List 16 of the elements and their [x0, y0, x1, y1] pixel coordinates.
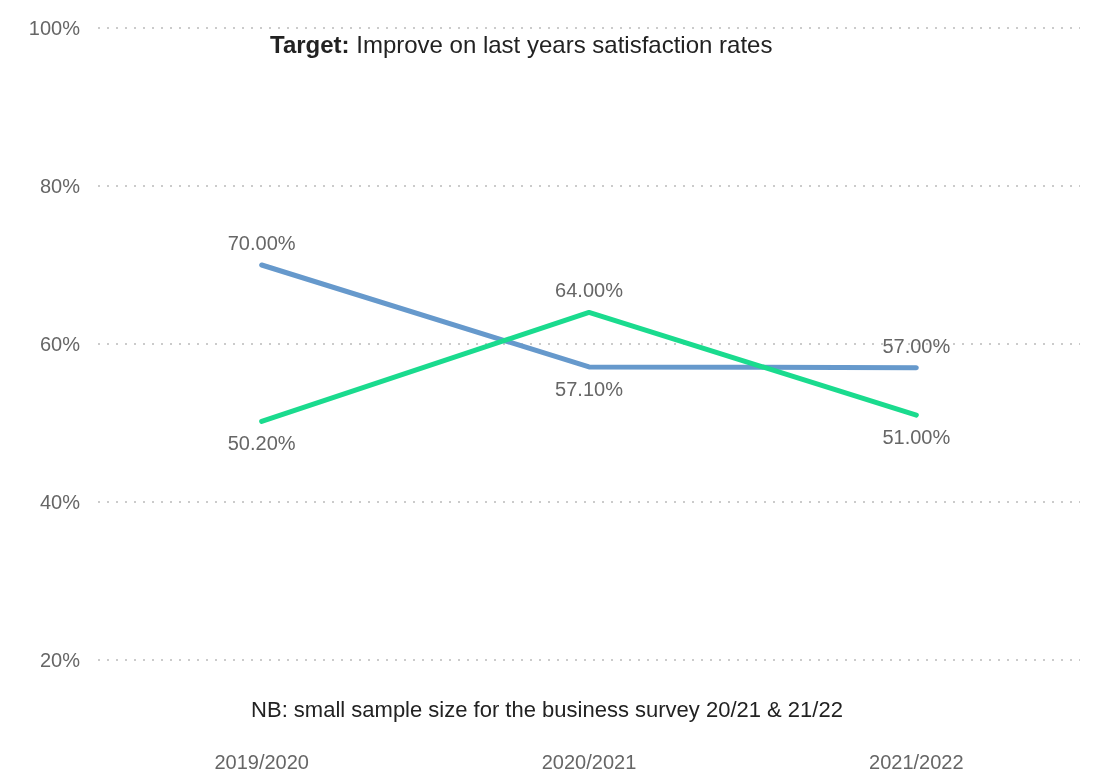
x-tick-label: 2020/2021 — [541, 751, 637, 773]
data-label: 64.00% — [555, 279, 624, 302]
y-tick-label: 20% — [39, 649, 81, 671]
text: NB: small sample size for the business survey 20/21 & 21/22 — [251, 696, 843, 722]
x-tick-label: 2019/2020 — [214, 751, 309, 773]
y-tick-label: 40% — [39, 491, 81, 513]
data-label: 70.00% — [227, 232, 296, 254]
data-label: 51.00% — [882, 426, 951, 449]
data-label: 57.00% — [882, 334, 951, 357]
chart-title: Target: Improve on last years satisfaction rates — [270, 30, 773, 58]
y-tick-label: 60% — [39, 333, 81, 355]
data-label: 57.10% — [555, 377, 624, 400]
data-label: 50.20% — [227, 432, 296, 455]
y-tick-label: 100% — [28, 17, 81, 39]
y-tick-label: 80% — [39, 175, 81, 197]
x-tick-label: 2021/2022 — [869, 751, 964, 773]
